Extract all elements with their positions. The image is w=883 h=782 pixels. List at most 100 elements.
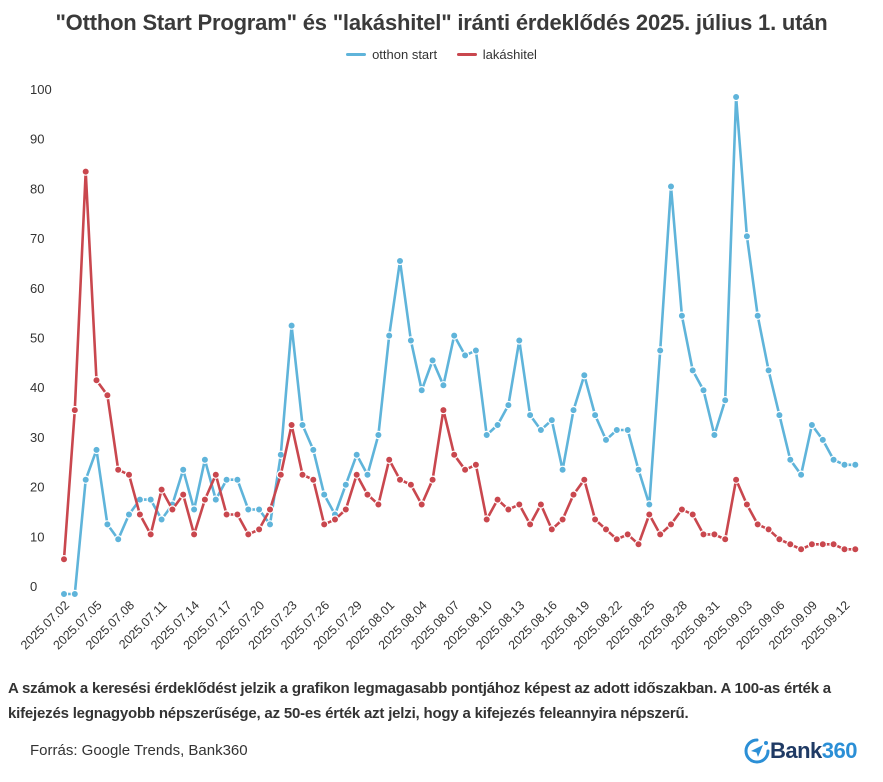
data-point-otthon-start[interactable]: [818, 435, 828, 445]
data-point-otthon-start[interactable]: [287, 321, 296, 330]
data-point-otthon-start[interactable]: [352, 450, 361, 459]
data-point-lakashitel[interactable]: [731, 475, 741, 484]
data-point-lakashitel[interactable]: [612, 535, 622, 544]
data-point-lakashitel[interactable]: [406, 480, 416, 489]
data-point-otthon-start[interactable]: [363, 470, 372, 479]
data-point-otthon-start[interactable]: [341, 480, 350, 489]
data-point-lakashitel[interactable]: [471, 460, 481, 469]
data-point-lakashitel[interactable]: [536, 500, 546, 509]
data-point-otthon-start[interactable]: [70, 589, 80, 599]
data-point-lakashitel[interactable]: [829, 540, 838, 549]
data-point-otthon-start[interactable]: [124, 510, 134, 519]
data-point-otthon-start[interactable]: [796, 470, 806, 479]
data-point-otthon-start[interactable]: [612, 425, 622, 435]
data-point-lakashitel[interactable]: [569, 490, 578, 499]
data-point-lakashitel[interactable]: [807, 540, 817, 549]
data-point-lakashitel[interactable]: [796, 545, 806, 554]
data-point-otthon-start[interactable]: [471, 346, 481, 355]
data-point-otthon-start[interactable]: [569, 405, 578, 415]
data-point-lakashitel[interactable]: [374, 500, 383, 509]
data-point-otthon-start[interactable]: [189, 505, 199, 514]
data-point-lakashitel[interactable]: [753, 520, 762, 529]
data-point-otthon-start[interactable]: [254, 505, 264, 514]
data-point-otthon-start[interactable]: [558, 465, 567, 474]
data-point-lakashitel[interactable]: [558, 515, 567, 524]
data-point-otthon-start[interactable]: [623, 425, 632, 435]
data-point-lakashitel[interactable]: [385, 455, 394, 464]
data-point-lakashitel[interactable]: [818, 540, 828, 549]
data-point-otthon-start[interactable]: [309, 445, 318, 455]
data-point-lakashitel[interactable]: [786, 540, 795, 549]
data-point-otthon-start[interactable]: [731, 92, 741, 102]
data-point-otthon-start[interactable]: [178, 465, 188, 474]
data-point-otthon-start[interactable]: [525, 410, 535, 420]
data-point-otthon-start[interactable]: [721, 396, 730, 405]
data-point-lakashitel[interactable]: [840, 545, 849, 554]
data-point-lakashitel[interactable]: [200, 495, 210, 504]
data-point-otthon-start[interactable]: [807, 420, 817, 430]
data-point-lakashitel[interactable]: [699, 530, 708, 539]
data-point-otthon-start[interactable]: [829, 455, 838, 464]
data-point-otthon-start[interactable]: [460, 351, 470, 360]
data-point-lakashitel[interactable]: [764, 525, 773, 534]
data-point-lakashitel[interactable]: [113, 465, 123, 474]
data-point-otthon-start[interactable]: [92, 445, 101, 455]
data-point-lakashitel[interactable]: [547, 525, 557, 534]
data-point-otthon-start[interactable]: [699, 386, 708, 395]
data-point-lakashitel[interactable]: [265, 505, 275, 514]
data-point-lakashitel[interactable]: [168, 505, 177, 514]
data-point-lakashitel[interactable]: [460, 465, 470, 474]
legend-item-otthon-start[interactable]: otthon start: [346, 47, 437, 62]
data-point-lakashitel[interactable]: [287, 420, 296, 430]
data-point-lakashitel[interactable]: [222, 510, 231, 519]
data-point-otthon-start[interactable]: [710, 430, 719, 440]
data-point-lakashitel[interactable]: [493, 495, 502, 504]
data-point-lakashitel[interactable]: [775, 535, 784, 544]
data-point-otthon-start[interactable]: [742, 231, 752, 241]
data-point-otthon-start[interactable]: [385, 331, 394, 340]
data-point-lakashitel[interactable]: [211, 470, 220, 479]
data-point-lakashitel[interactable]: [623, 530, 632, 539]
data-point-otthon-start[interactable]: [233, 475, 242, 484]
data-point-lakashitel[interactable]: [504, 505, 513, 514]
data-point-otthon-start[interactable]: [645, 500, 654, 509]
data-point-otthon-start[interactable]: [666, 182, 676, 191]
data-point-lakashitel[interactable]: [341, 505, 350, 514]
data-point-lakashitel[interactable]: [688, 510, 697, 519]
data-point-lakashitel[interactable]: [59, 555, 69, 564]
data-point-lakashitel[interactable]: [590, 515, 600, 524]
data-point-lakashitel[interactable]: [645, 510, 654, 519]
data-point-otthon-start[interactable]: [450, 331, 459, 340]
data-point-otthon-start[interactable]: [493, 420, 502, 430]
data-point-otthon-start[interactable]: [298, 420, 307, 430]
data-point-lakashitel[interactable]: [656, 530, 665, 539]
data-point-lakashitel[interactable]: [276, 470, 285, 479]
data-point-lakashitel[interactable]: [309, 475, 318, 484]
data-point-otthon-start[interactable]: [157, 515, 166, 524]
data-point-lakashitel[interactable]: [482, 515, 491, 524]
data-point-otthon-start[interactable]: [395, 256, 405, 266]
data-point-lakashitel[interactable]: [710, 530, 719, 539]
data-point-lakashitel[interactable]: [580, 475, 589, 484]
data-point-otthon-start[interactable]: [439, 381, 448, 390]
data-point-lakashitel[interactable]: [81, 167, 90, 176]
data-point-otthon-start[interactable]: [515, 336, 524, 345]
data-point-lakashitel[interactable]: [721, 535, 730, 544]
data-point-otthon-start[interactable]: [786, 455, 795, 464]
data-point-otthon-start[interactable]: [656, 346, 665, 355]
data-point-otthon-start[interactable]: [211, 495, 220, 504]
legend-item-lakashitel[interactable]: lakáshitel: [456, 47, 537, 62]
data-point-lakashitel[interactable]: [363, 490, 372, 499]
data-point-lakashitel[interactable]: [189, 530, 199, 539]
data-point-otthon-start[interactable]: [200, 455, 210, 464]
data-point-lakashitel[interactable]: [395, 475, 405, 484]
data-point-lakashitel[interactable]: [124, 470, 134, 479]
data-point-otthon-start[interactable]: [580, 371, 589, 380]
data-point-lakashitel[interactable]: [742, 500, 752, 509]
data-point-otthon-start[interactable]: [536, 425, 546, 435]
data-point-otthon-start[interactable]: [265, 520, 275, 529]
data-point-lakashitel[interactable]: [525, 520, 535, 529]
data-point-lakashitel[interactable]: [439, 405, 448, 415]
data-point-lakashitel[interactable]: [450, 450, 459, 459]
data-point-otthon-start[interactable]: [504, 400, 513, 410]
